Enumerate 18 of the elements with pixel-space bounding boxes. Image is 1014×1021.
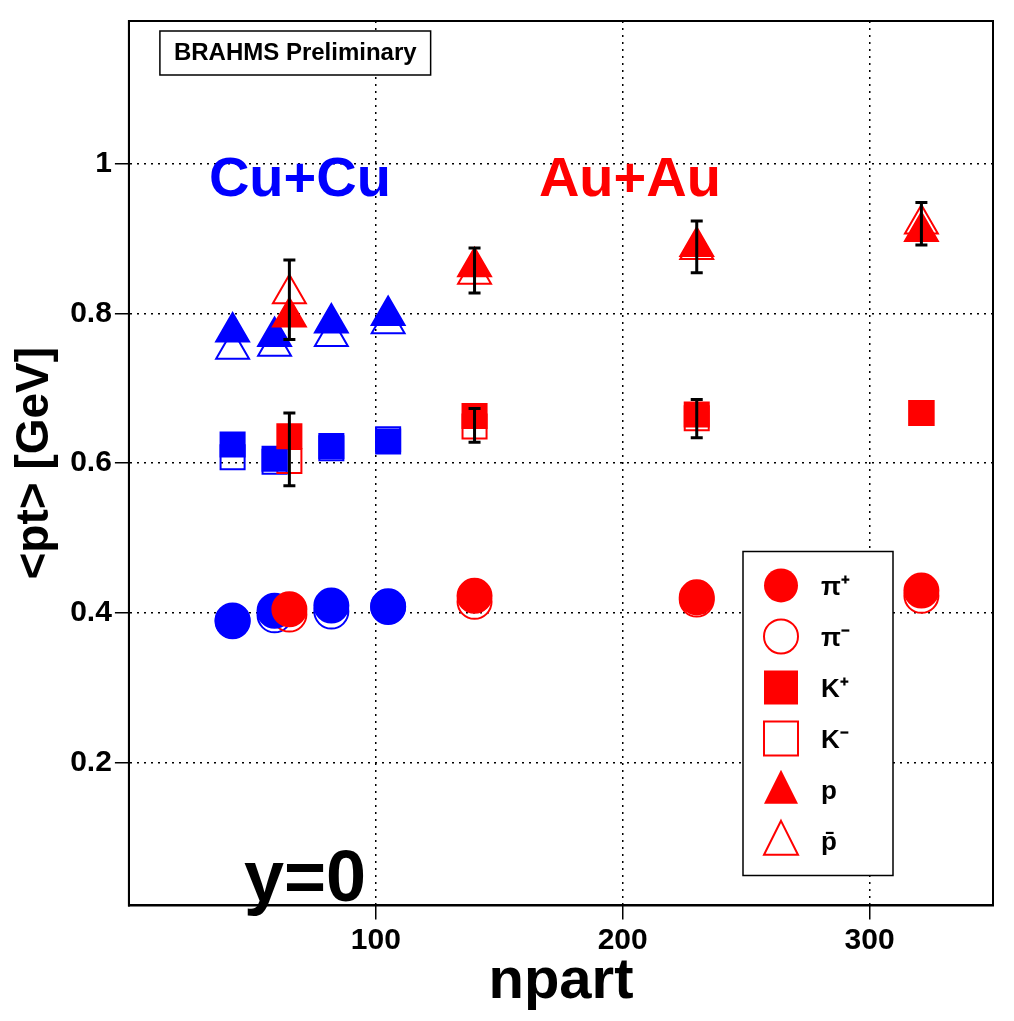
legend-label: π⁺	[821, 570, 850, 601]
legend-label: p	[821, 774, 837, 805]
legend-label: π⁻	[821, 621, 850, 652]
legend-label: K⁺	[821, 672, 849, 703]
x-tick-label: 100	[350, 921, 401, 955]
y-tick-label: 0.6	[70, 444, 112, 478]
annotation: y=0	[243, 835, 367, 916]
legend-label: p̄	[821, 825, 837, 856]
y-tick-label: 0.4	[70, 594, 113, 628]
annotation: Au+Au	[538, 145, 721, 209]
x-tick-label: 300	[844, 921, 895, 955]
y-tick-label: 0.8	[70, 294, 112, 328]
annotation: Cu+Cu	[208, 145, 391, 209]
annotation: BRAHMS Preliminary	[173, 37, 418, 65]
y-tick-label: 1	[95, 144, 112, 178]
y-axis-title: <pt> [GeV]	[6, 346, 59, 580]
legend-label: K⁻	[821, 723, 849, 754]
y-tick-label: 0.2	[70, 744, 112, 778]
